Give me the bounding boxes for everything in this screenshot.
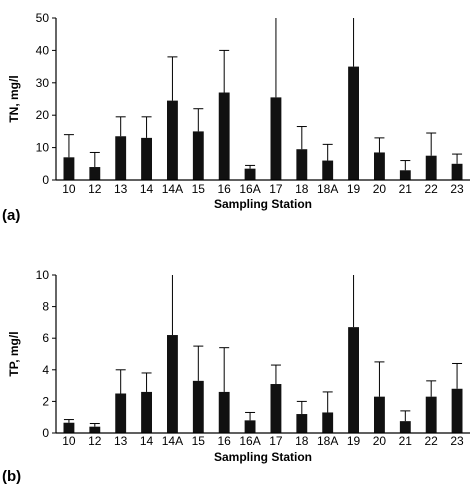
error-bars-a [63,18,463,171]
bar [451,163,463,180]
bar [218,391,230,433]
x-tick-label: 15 [192,182,206,196]
y-ticks-a: 0 10 20 30 40 50 [36,11,56,187]
x-tick-label: 14 [140,182,154,196]
bars-a [63,66,463,180]
bar [270,97,282,180]
x-tick-label: 18 [295,182,309,196]
y-tick-label: 40 [36,43,50,57]
x-ticks-a: 10 12 13 14 14A 15 16 16A 17 18 18A 19 20 21 22 23 [62,182,464,196]
x-tick-label: 16 [218,434,232,448]
x-tick-label: 23 [450,182,464,196]
x-tick-label: 19 [347,434,361,448]
x-tick-label: 22 [425,182,439,196]
bar [89,426,101,433]
x-tick-label: 14A [162,434,183,448]
x-tick-label: 18 [295,434,309,448]
x-tick-label: 16A [239,434,260,448]
bar [244,420,256,433]
x-tick-label: 18A [317,182,338,196]
x-tick-label: 21 [399,182,413,196]
bar [192,131,204,180]
x-tick-label: 10 [62,182,76,196]
y-axis-label-b: TP, mg/l [7,331,21,376]
y-tick-label: 6 [42,331,49,345]
x-tick-label: 23 [450,434,464,448]
panel-label-a: (a) [2,207,20,224]
x-axis-label-a: Sampling Station [214,197,312,211]
y-tick-label: 10 [36,268,50,282]
x-axis-label-b: Sampling Station [214,450,312,464]
bars-b [63,327,463,433]
bar [63,157,75,180]
x-tick-label: 16A [239,182,260,196]
y-tick-label: 0 [42,426,49,440]
bar [348,66,359,180]
bar [167,335,178,433]
y-tick-label: 8 [42,300,49,314]
x-tick-label: 21 [399,434,413,448]
x-tick-label: 20 [373,182,387,196]
x-tick-label: 12 [88,434,102,448]
bar [322,412,334,433]
x-tick-label: 14 [140,434,154,448]
bar [399,421,411,433]
x-tick-label: 17 [269,434,283,448]
y-tick-label: 20 [36,108,50,122]
y-tick-label: 2 [42,394,49,408]
x-tick-label: 14A [162,182,183,196]
x-tick-label: 13 [114,434,128,448]
y-tick-label: 30 [36,76,50,90]
x-ticks-b: 10 12 13 14 14A 15 16 16A 17 18 18A 19 20 21 22 23 [62,434,464,448]
x-tick-label: 18A [317,434,338,448]
error-bars-b [63,275,463,427]
bar [167,100,178,180]
bar [141,391,152,433]
bar [425,396,437,433]
y-axis-label-a: TN, mg/l [7,75,21,122]
bar [218,92,230,180]
bar [115,393,127,433]
x-tick-label: 20 [373,434,387,448]
chart-panel-a: 0 10 20 30 40 50 10 12 13 14 14A 15 16 16A 17 18 18A 19 2… [2,11,470,224]
x-tick-label: 16 [218,182,232,196]
bar [451,388,463,433]
bar [141,137,152,180]
bar [296,414,308,433]
bar [348,327,359,433]
x-tick-label: 15 [192,434,206,448]
bar [89,167,101,180]
bar [115,136,127,180]
x-tick-label: 22 [425,434,439,448]
x-tick-label: 19 [347,182,361,196]
x-tick-label: 17 [269,182,283,196]
x-tick-label: 10 [62,434,76,448]
y-tick-label: 10 [36,141,50,155]
bar [63,422,75,433]
y-ticks-b: 0 2 4 6 8 10 [36,268,56,440]
panel-label-b: (b) [2,468,21,485]
bar [374,396,385,433]
y-tick-label: 4 [42,363,49,377]
chart-panel-b: 0 2 4 6 8 10 10 12 13 14 14A 15 16 16A 17 18 18A 19 20 21 2… [2,268,470,485]
bar [192,380,204,433]
bar [322,160,334,180]
bar [399,170,411,180]
bar [296,149,308,180]
bar [270,384,282,433]
bar [425,155,437,180]
x-tick-label: 12 [88,182,102,196]
bar [374,152,385,180]
y-tick-label: 50 [36,11,50,25]
x-tick-label: 13 [114,182,128,196]
y-tick-label: 0 [42,173,49,187]
bar [244,168,256,180]
